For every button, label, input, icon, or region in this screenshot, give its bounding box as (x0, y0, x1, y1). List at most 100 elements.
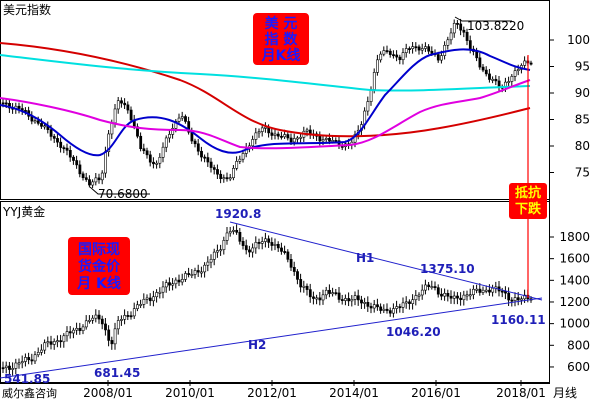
candle-body (305, 285, 309, 290)
candle-body (452, 295, 456, 299)
candle-body (184, 273, 187, 280)
candle-body (404, 301, 408, 304)
candle-body (97, 314, 101, 320)
candle-body (180, 116, 184, 119)
candle-body (366, 302, 370, 307)
candle-body (84, 320, 88, 328)
candle-body (337, 292, 341, 300)
candle-body (276, 243, 280, 249)
candle-body (340, 299, 344, 301)
candle-body (529, 62, 533, 65)
candle-body (408, 48, 411, 50)
candle-body (260, 127, 264, 132)
candle-body (145, 150, 149, 156)
candle-body (148, 297, 152, 302)
candle-body (104, 151, 107, 174)
candle-body (120, 100, 123, 104)
candle-body (161, 286, 165, 293)
candle-body (478, 288, 482, 293)
candle-body (356, 295, 360, 301)
candle-body (465, 31, 469, 41)
candle-body (1, 367, 5, 370)
candle-body (219, 173, 223, 179)
candle-body (4, 365, 8, 369)
candle-body (171, 128, 175, 135)
usd-ma-red-line (0, 42, 531, 138)
candle-body (462, 29, 466, 33)
candle-body (33, 120, 37, 123)
gold-label-line-1: 国际现 (78, 242, 120, 258)
usd-ma-cyan-line (0, 54, 531, 92)
candle-body (398, 56, 402, 61)
candle-body (228, 231, 232, 234)
candle-body (132, 308, 136, 317)
gold-r1-label: 1375.10 (420, 262, 475, 276)
callout-box (509, 183, 547, 219)
candle-body (254, 242, 258, 249)
gold-start-label: 541.85 (4, 372, 50, 386)
x-tick-label: 2016/01 (411, 386, 461, 400)
candle-body (225, 232, 229, 241)
candle-body (94, 177, 98, 183)
candle-body (459, 297, 463, 301)
candle-body (321, 139, 325, 142)
candle-body (270, 132, 274, 136)
gold-y-tick-label: 1600 (559, 252, 590, 266)
candle-body (264, 126, 267, 129)
candle-body (257, 242, 261, 244)
candle-body (376, 304, 379, 308)
candle-body (414, 46, 418, 49)
x-tick-label: 2010/01 (165, 386, 215, 400)
candle-body (49, 129, 53, 137)
candle-body (436, 287, 440, 295)
candle-body (168, 134, 171, 139)
candle-body (379, 306, 383, 311)
candle-body (353, 295, 357, 300)
candle-body (484, 69, 488, 75)
candle-body (100, 172, 104, 181)
candle-body (164, 137, 168, 148)
gold-h2-label: H2 (248, 338, 266, 352)
candle-body (84, 177, 88, 180)
candle-body (283, 134, 287, 138)
candle-body (36, 352, 40, 356)
candle-body (401, 302, 405, 308)
candle-body (68, 331, 72, 334)
candle-body (148, 154, 152, 163)
candle-body (392, 54, 395, 57)
candle-body (318, 135, 322, 142)
usd-ma-magenta-line (0, 79, 531, 150)
candle-body (177, 117, 181, 122)
candle-body (408, 301, 411, 304)
candle-body (238, 158, 242, 162)
candle-body (260, 241, 264, 244)
candle-body (126, 104, 130, 111)
candle-body (273, 243, 277, 246)
candle-body (328, 289, 331, 294)
candle-body (235, 229, 239, 233)
gold-low2008-label: 681.45 (94, 366, 140, 380)
candle-body (126, 315, 130, 317)
candle-body (36, 120, 40, 124)
candle-body (123, 315, 127, 320)
candle-body (17, 362, 21, 365)
candle-body (254, 132, 258, 140)
candle-body (286, 134, 290, 139)
x-unit-label: 月线 (553, 386, 577, 400)
candle-body (324, 289, 328, 296)
candle-body (257, 131, 261, 134)
candle-body (4, 102, 8, 105)
candle-body (203, 156, 207, 159)
candle-body (43, 342, 47, 351)
candle-body (331, 292, 335, 295)
candle-body (241, 241, 245, 246)
candle-body (62, 335, 66, 343)
candle-body (152, 161, 155, 165)
usd-ma-blue-line (0, 48, 531, 157)
candle-body (129, 315, 133, 318)
candle-body (75, 327, 79, 331)
usd-y-tick-label: 100 (567, 33, 590, 47)
gold-label-line-3: 月 K线 (76, 275, 121, 292)
candle-body (488, 289, 491, 293)
